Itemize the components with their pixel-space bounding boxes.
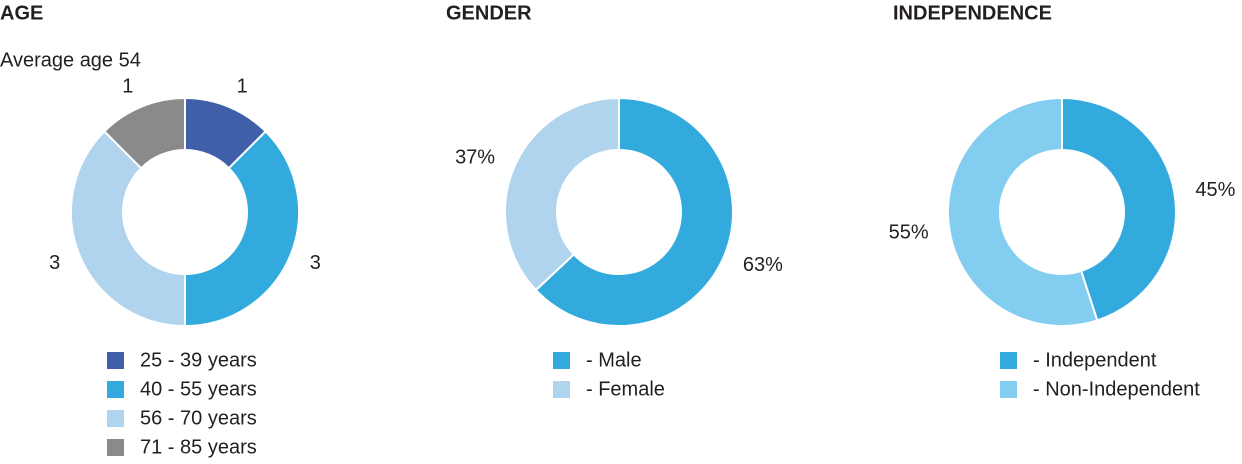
chart-title: GENDER bbox=[446, 2, 532, 24]
legend-swatch bbox=[107, 439, 124, 456]
legend-swatch bbox=[107, 381, 124, 398]
data-label: 3 bbox=[310, 252, 321, 274]
data-label: 3 bbox=[49, 252, 60, 274]
chart-subtitle: Average age 54 bbox=[0, 49, 141, 71]
donut-segment bbox=[102, 96, 186, 170]
data-label: 1 bbox=[237, 76, 248, 98]
donut-segment bbox=[504, 96, 620, 292]
donut-segment bbox=[947, 96, 1099, 327]
donut-segment bbox=[70, 129, 186, 328]
legend-label: - Female bbox=[586, 378, 665, 400]
chart-title: INDEPENDENCE bbox=[893, 2, 1052, 24]
donut-segment bbox=[534, 96, 734, 327]
legend-swatch bbox=[107, 352, 124, 369]
donut-segment bbox=[1061, 96, 1177, 322]
donut-segment bbox=[184, 129, 300, 328]
legend-label: 40 - 55 years bbox=[140, 378, 257, 400]
legend-label: - Independent bbox=[1033, 349, 1157, 371]
legend-label: 25 - 39 years bbox=[140, 349, 257, 371]
legend-swatch bbox=[553, 352, 570, 369]
data-label: 63% bbox=[743, 254, 783, 276]
legend-label: - Male bbox=[586, 349, 642, 371]
legend-swatch bbox=[553, 381, 570, 398]
legend-label: 56 - 70 years bbox=[140, 407, 257, 429]
legend-swatch bbox=[1000, 352, 1017, 369]
data-label: 37% bbox=[455, 147, 495, 169]
chart-title: AGE bbox=[0, 2, 43, 24]
legend-label: 71 - 85 years bbox=[140, 436, 257, 458]
data-label: 1 bbox=[122, 76, 133, 98]
legend-label: - Non-Independent bbox=[1033, 378, 1200, 400]
data-label: 55% bbox=[889, 221, 929, 243]
legend-swatch bbox=[1000, 381, 1017, 398]
data-label: 45% bbox=[1195, 179, 1235, 201]
legend-swatch bbox=[107, 410, 124, 427]
